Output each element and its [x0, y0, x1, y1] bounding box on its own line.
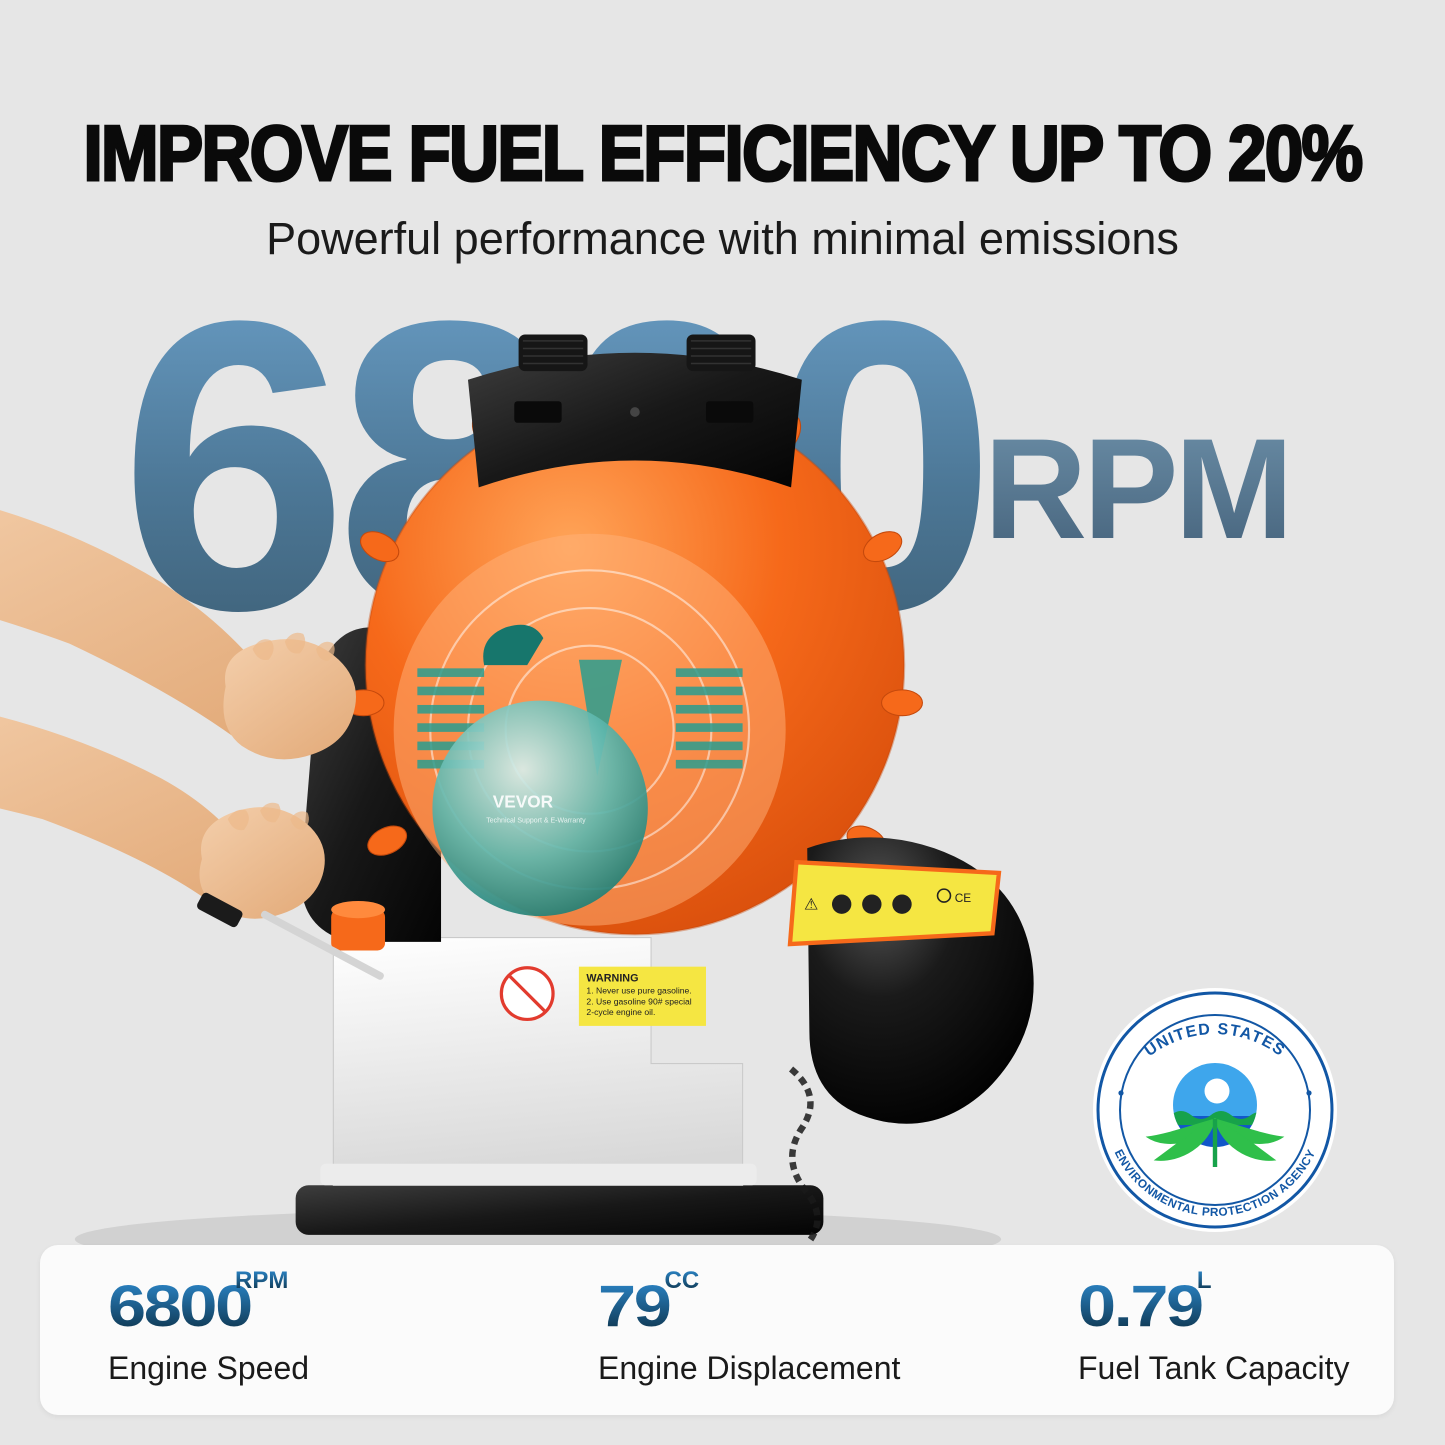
svg-text:VEVOR: VEVOR — [493, 791, 554, 811]
svg-text:2-cycle engine oil.: 2-cycle engine oil. — [586, 1007, 655, 1017]
svg-text:CE: CE — [955, 891, 972, 905]
svg-text:1. Never use pure gasoline.: 1. Never use pure gasoline. — [586, 986, 691, 996]
svg-text:Technical Support & E-Warranty: Technical Support & E-Warranty — [486, 817, 586, 824]
svg-text:⚠: ⚠ — [804, 896, 818, 914]
svg-text:WARNING: WARNING — [586, 973, 638, 985]
svg-text:2. Use gasoline 90# special: 2. Use gasoline 90# special — [586, 996, 691, 1006]
